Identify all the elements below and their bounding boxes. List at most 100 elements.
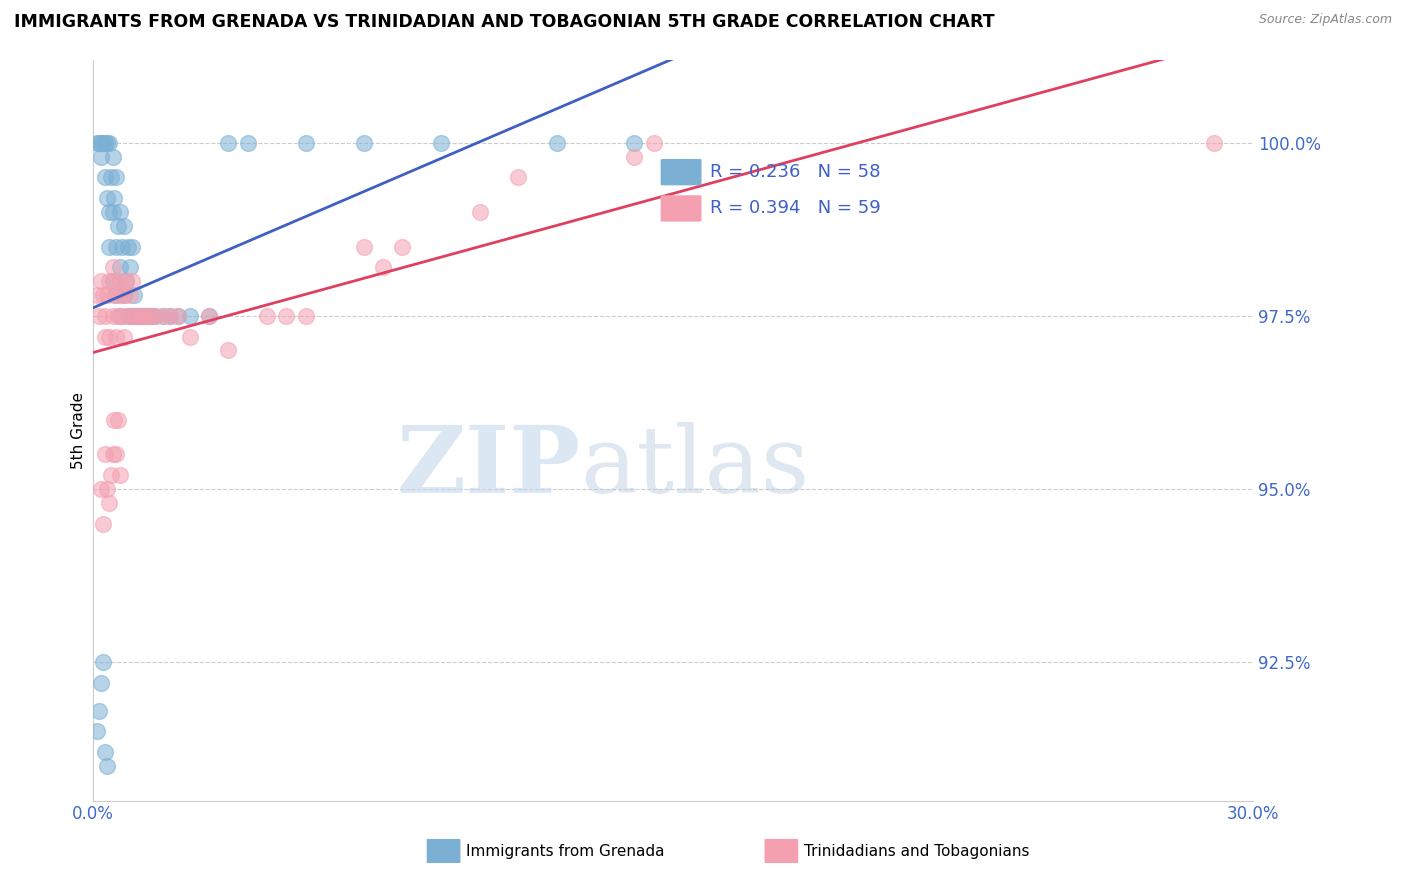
- Point: [623, 150, 645, 164]
- Point: [128, 309, 150, 323]
- Point: [1204, 136, 1226, 150]
- Point: [94, 170, 117, 185]
- Point: [152, 309, 174, 323]
- Point: [100, 170, 122, 185]
- Point: [110, 288, 132, 302]
- Text: Trinidadians and Tobagonians: Trinidadians and Tobagonians: [804, 844, 1029, 859]
- FancyBboxPatch shape: [661, 159, 702, 186]
- Text: atlas: atlas: [581, 422, 810, 512]
- Point: [105, 274, 128, 288]
- Point: [96, 482, 118, 496]
- Point: [107, 309, 129, 323]
- Point: [167, 309, 190, 323]
- Point: [276, 309, 298, 323]
- Point: [110, 205, 132, 219]
- Point: [110, 309, 132, 323]
- Point: [86, 288, 108, 302]
- Point: [87, 136, 110, 150]
- Point: [97, 496, 120, 510]
- Point: [118, 288, 141, 302]
- Point: [105, 170, 128, 185]
- Point: [91, 288, 114, 302]
- Point: [112, 329, 135, 343]
- Point: [391, 239, 413, 253]
- Point: [96, 136, 118, 150]
- Point: [117, 309, 139, 323]
- Point: [179, 329, 201, 343]
- Point: [107, 219, 129, 233]
- Point: [125, 309, 148, 323]
- Point: [90, 676, 112, 690]
- Point: [110, 274, 132, 288]
- Point: [218, 343, 240, 358]
- Point: [86, 724, 108, 739]
- Point: [94, 309, 117, 323]
- Point: [87, 309, 110, 323]
- Point: [110, 260, 132, 275]
- Point: [546, 136, 568, 150]
- Point: [105, 239, 128, 253]
- Point: [91, 516, 114, 531]
- Y-axis label: 5th Grade: 5th Grade: [72, 392, 86, 468]
- Point: [430, 136, 453, 150]
- Point: [159, 309, 181, 323]
- Point: [143, 309, 166, 323]
- Point: [159, 309, 181, 323]
- Point: [111, 239, 134, 253]
- Point: [97, 239, 120, 253]
- Point: [508, 170, 530, 185]
- Point: [143, 309, 166, 323]
- Point: [179, 309, 201, 323]
- Text: IMMIGRANTS FROM GRENADA VS TRINIDADIAN AND TOBAGONIAN 5TH GRADE CORRELATION CHAR: IMMIGRANTS FROM GRENADA VS TRINIDADIAN A…: [14, 13, 994, 31]
- Point: [105, 288, 128, 302]
- Point: [468, 205, 491, 219]
- Point: [107, 413, 129, 427]
- Point: [121, 239, 143, 253]
- Point: [105, 329, 128, 343]
- Point: [96, 288, 118, 302]
- FancyBboxPatch shape: [661, 195, 702, 221]
- Point: [94, 329, 117, 343]
- Point: [101, 150, 124, 164]
- Point: [96, 759, 118, 773]
- Point: [100, 468, 122, 483]
- Point: [97, 274, 120, 288]
- Point: [623, 136, 645, 150]
- Point: [111, 309, 134, 323]
- Point: [90, 274, 112, 288]
- Point: [353, 136, 375, 150]
- Point: [167, 309, 190, 323]
- Point: [90, 136, 112, 150]
- Point: [91, 655, 114, 669]
- Point: [132, 309, 155, 323]
- Point: [101, 205, 124, 219]
- Point: [86, 136, 108, 150]
- Point: [236, 136, 259, 150]
- Point: [97, 205, 120, 219]
- Point: [121, 274, 143, 288]
- Point: [141, 309, 163, 323]
- Point: [294, 309, 316, 323]
- Point: [115, 274, 138, 288]
- Point: [643, 136, 665, 150]
- Point: [122, 288, 145, 302]
- Point: [103, 191, 125, 205]
- Point: [371, 260, 394, 275]
- Point: [112, 288, 135, 302]
- Point: [94, 136, 117, 150]
- Point: [353, 239, 375, 253]
- Text: R = 0.236   N = 58: R = 0.236 N = 58: [710, 163, 880, 181]
- Point: [90, 482, 112, 496]
- Point: [101, 309, 124, 323]
- Point: [121, 309, 143, 323]
- Point: [121, 309, 143, 323]
- Point: [152, 309, 174, 323]
- Point: [110, 468, 132, 483]
- Point: [101, 274, 124, 288]
- Point: [112, 288, 135, 302]
- Point: [125, 309, 148, 323]
- Point: [218, 136, 240, 150]
- Point: [128, 309, 150, 323]
- Point: [87, 704, 110, 718]
- Point: [96, 191, 118, 205]
